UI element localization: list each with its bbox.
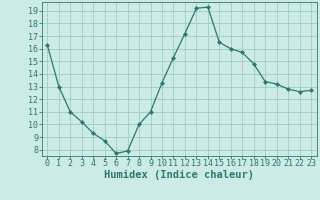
X-axis label: Humidex (Indice chaleur): Humidex (Indice chaleur) (104, 170, 254, 180)
